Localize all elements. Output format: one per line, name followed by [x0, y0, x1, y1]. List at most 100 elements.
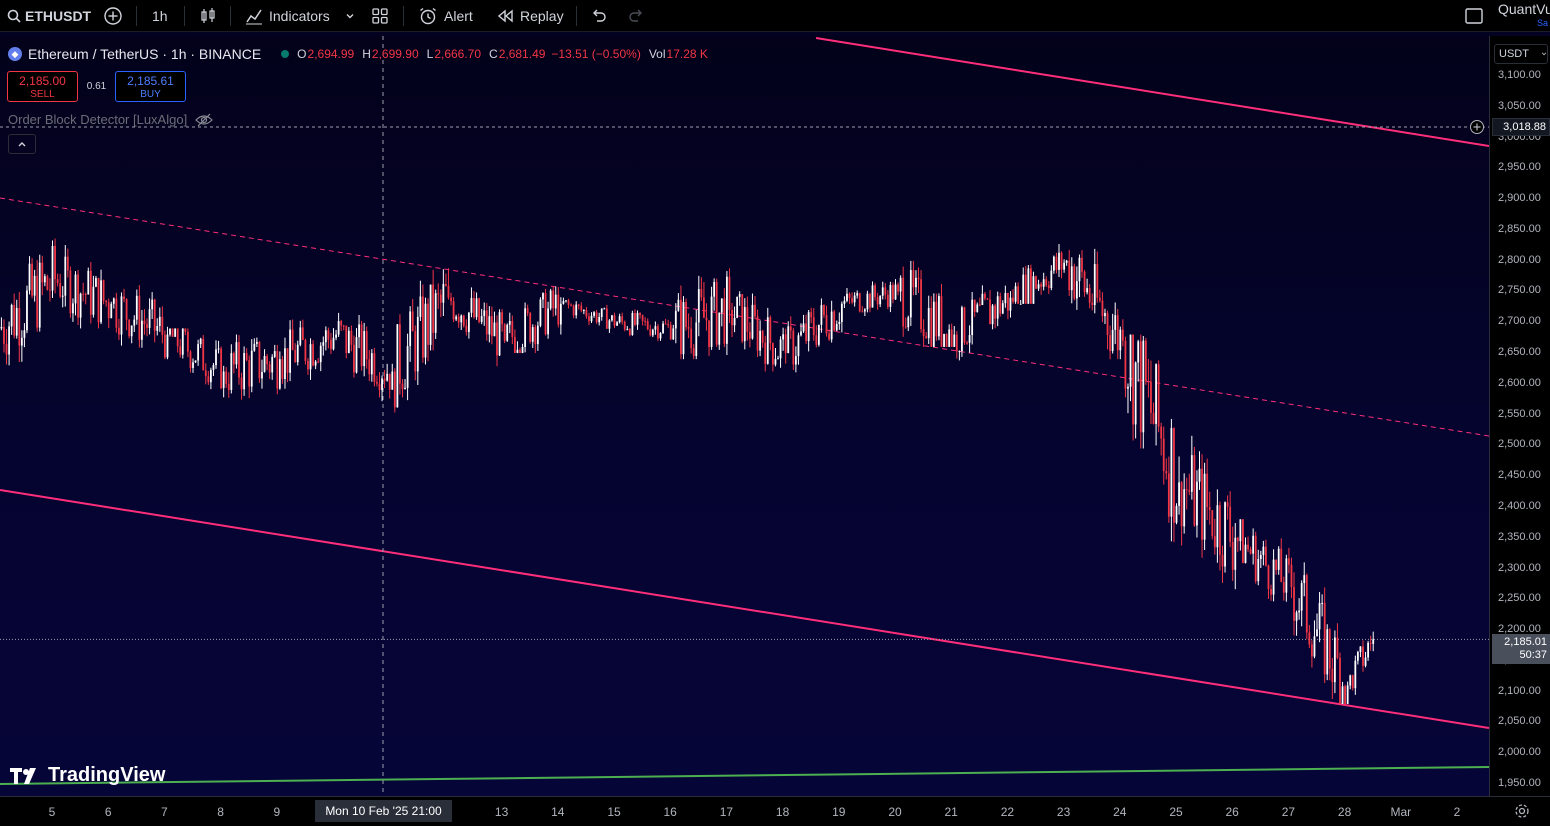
- candle: [1193, 446, 1196, 527]
- candle: [51, 240, 54, 298]
- candle: [1356, 650, 1359, 665]
- symbol-search[interactable]: ETHUSDT: [7, 0, 91, 32]
- candle: [600, 308, 603, 321]
- compare-button[interactable]: [103, 0, 123, 32]
- candle: [1078, 254, 1081, 298]
- candle: [82, 282, 85, 302]
- price-chart[interactable]: [0, 36, 1489, 796]
- candle: [749, 322, 751, 348]
- channel-upper-line[interactable]: [815, 37, 1489, 147]
- buy-label: BUY: [140, 89, 161, 100]
- candle: [754, 296, 756, 319]
- undo-button[interactable]: [591, 0, 607, 32]
- candle: [202, 335, 205, 371]
- candle: [1282, 576, 1285, 601]
- candle: [1183, 473, 1186, 534]
- candle: [1201, 454, 1203, 558]
- chart-pane[interactable]: ◆ Ethereum / TetherUS · 1h · BINANCE O 2…: [0, 36, 1489, 796]
- candle: [820, 298, 823, 333]
- add-price-alert-icon[interactable]: [1469, 119, 1485, 135]
- candle: [266, 354, 268, 371]
- candle: [856, 290, 859, 299]
- chart-type-button[interactable]: [199, 0, 217, 32]
- candle: [503, 323, 506, 344]
- candle: [496, 315, 498, 367]
- sell-button[interactable]: 2,185.00 SELL: [7, 71, 78, 102]
- sell-price: 2,185.00: [19, 74, 66, 88]
- candle: [118, 318, 120, 340]
- candle: [516, 341, 519, 354]
- collapse-legend-button[interactable]: [8, 134, 36, 154]
- time-tick: 26: [1225, 805, 1239, 819]
- candle: [307, 358, 309, 375]
- candle: [396, 324, 399, 408]
- candle: [1367, 640, 1370, 661]
- time-axis[interactable]: 5678911121314151617181920212223242526272…: [0, 796, 1550, 826]
- candle: [930, 296, 933, 347]
- indicators-button[interactable]: Indicators: [245, 0, 330, 32]
- candle: [335, 329, 337, 341]
- candle: [805, 314, 808, 345]
- candle: [945, 333, 948, 347]
- time-tick: Mar: [1390, 805, 1412, 819]
- candle: [797, 332, 800, 365]
- candle: [1280, 538, 1283, 583]
- channel-lower-line[interactable]: [0, 489, 1489, 729]
- candle: [97, 277, 100, 329]
- candle: [1093, 248, 1096, 314]
- candle: [468, 311, 470, 339]
- grid-icon: [372, 8, 388, 24]
- candle: [1236, 536, 1239, 552]
- candle: [938, 293, 940, 341]
- candle: [1323, 587, 1326, 684]
- candle: [843, 296, 846, 308]
- replay-button[interactable]: Replay: [497, 0, 564, 32]
- candle: [881, 281, 884, 300]
- candle: [171, 328, 174, 337]
- watermark-text: TradingView: [48, 764, 166, 786]
- candle: [549, 288, 552, 311]
- candle: [485, 303, 488, 341]
- candle: [432, 269, 435, 351]
- eye-off-icon[interactable]: [195, 113, 214, 127]
- price-scale[interactable]: 3,100.00 3,050.00 3,000.00 2,950.00 2,900.00…: [1489, 36, 1550, 796]
- currency-select[interactable]: USDT: [1494, 44, 1548, 64]
- candle: [146, 318, 148, 337]
- candle: [736, 296, 739, 319]
- candle: [429, 284, 432, 351]
- candle: [465, 319, 468, 336]
- candle: [110, 301, 113, 319]
- candle: [490, 306, 493, 345]
- buy-button[interactable]: 2,185.61 BUY: [115, 71, 186, 102]
- candle: [616, 321, 618, 326]
- indicators-dropdown[interactable]: [345, 0, 355, 32]
- candle: [1362, 640, 1364, 672]
- candle: [1364, 651, 1367, 668]
- candle: [220, 346, 223, 390]
- candle: [1313, 620, 1316, 659]
- candle: [529, 311, 532, 344]
- candle: [330, 332, 332, 355]
- candle: [662, 320, 664, 334]
- layouts-button[interactable]: [371, 0, 389, 32]
- candle: [345, 325, 348, 359]
- price-tick: 2,600.00: [1498, 376, 1541, 389]
- indicator-legend[interactable]: Order Block Detector [LuxAlgo]: [8, 112, 214, 127]
- fullscreen-button[interactable]: [1464, 0, 1484, 32]
- interval-button[interactable]: 1h: [152, 8, 168, 24]
- candle: [194, 360, 197, 363]
- settings-gear-icon[interactable]: [1514, 803, 1530, 819]
- support-line[interactable]: [0, 766, 1489, 785]
- chart-legend: ◆ Ethereum / TetherUS · 1h · BINANCE O 2…: [8, 44, 708, 64]
- candle: [823, 304, 825, 318]
- alert-button[interactable]: Alert: [418, 0, 473, 32]
- candle: [1336, 623, 1339, 660]
- crosshair-time-label: Mon 10 Feb '25 21:00: [315, 800, 452, 822]
- candle: [1175, 503, 1178, 525]
- candle: [810, 307, 813, 324]
- candle: [874, 283, 876, 301]
- candle: [41, 255, 44, 296]
- candle: [973, 299, 976, 317]
- redo-button[interactable]: [628, 0, 644, 32]
- candle: [738, 291, 741, 306]
